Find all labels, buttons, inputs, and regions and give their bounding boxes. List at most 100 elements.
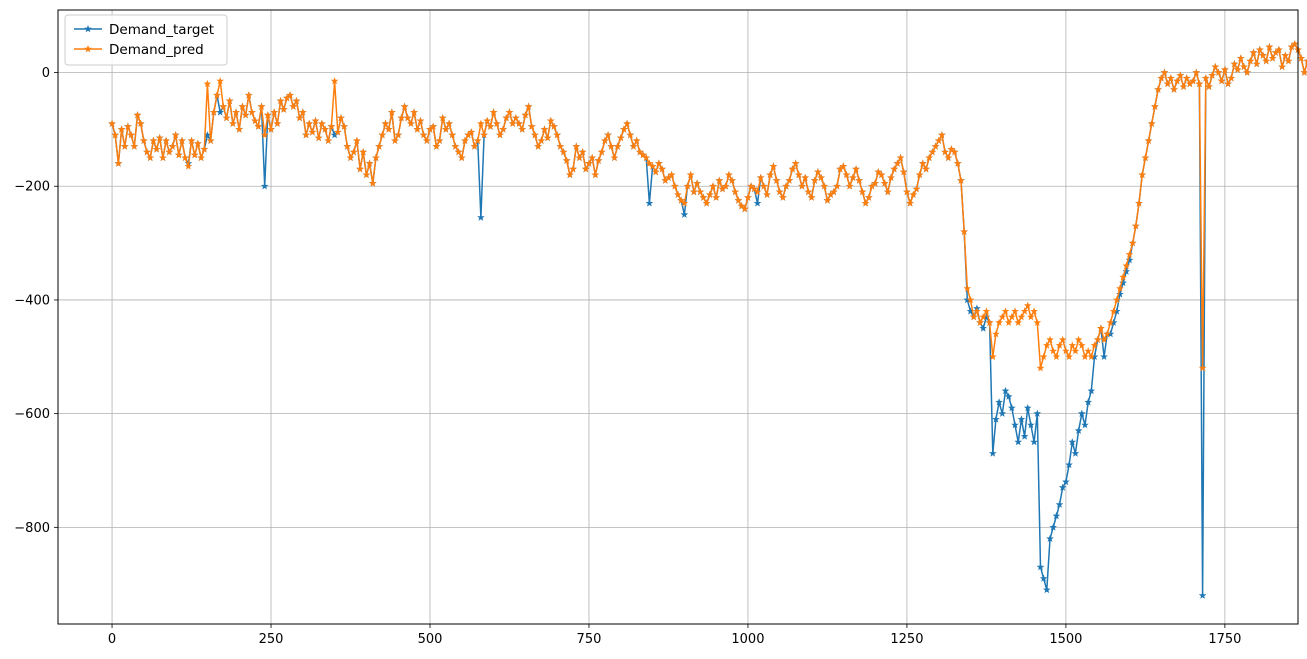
data-point [413, 125, 422, 133]
data-point [521, 111, 530, 119]
data-point [343, 142, 352, 150]
data-point [206, 136, 215, 144]
data-point [213, 91, 221, 99]
data-point [760, 182, 768, 190]
data-point [912, 185, 921, 193]
data-point [947, 145, 956, 153]
data-point [995, 398, 1003, 406]
data-point [1119, 273, 1127, 281]
data-point [1090, 352, 1099, 360]
data-point [1093, 335, 1102, 343]
data-point [1262, 57, 1270, 65]
data-point [957, 176, 965, 184]
data-point [1132, 222, 1140, 230]
data-point [973, 307, 981, 315]
data-point [378, 131, 387, 139]
data-point [1278, 62, 1286, 71]
data-point [267, 125, 275, 133]
data-point [318, 119, 326, 127]
data-point [1202, 74, 1210, 82]
data-point [270, 108, 278, 116]
data-point [779, 193, 787, 201]
data-point [365, 159, 374, 167]
data-point [992, 330, 1000, 338]
data-point [852, 165, 860, 173]
data-point [582, 165, 590, 173]
data-point [276, 97, 285, 105]
data-point [190, 151, 199, 159]
data-point [845, 182, 854, 190]
data-point [346, 153, 355, 162]
data-point [1173, 77, 1181, 85]
data-point [1027, 313, 1035, 321]
data-point [426, 125, 434, 133]
data-point [1125, 256, 1134, 264]
data-point [1189, 77, 1197, 85]
x-tick-label: 500 [418, 632, 443, 647]
data-point [1068, 341, 1077, 349]
data-point [597, 148, 606, 156]
data-point [858, 187, 867, 196]
x-tick-label: 0 [108, 632, 116, 647]
data-point [601, 136, 609, 144]
data-point [766, 170, 774, 179]
data-point [1097, 324, 1105, 332]
data-point [337, 114, 345, 122]
data-point [769, 162, 778, 170]
data-point [1265, 43, 1274, 51]
data-point [909, 190, 918, 198]
data-point [1036, 364, 1045, 372]
data-point [648, 162, 657, 170]
data-point [591, 170, 600, 179]
data-point [1068, 438, 1077, 446]
data-point [486, 122, 495, 130]
legend-item: Demand_target [74, 22, 214, 38]
data-point [1186, 79, 1194, 88]
data-point [1081, 421, 1089, 429]
data-point [795, 170, 803, 179]
data-point [830, 187, 838, 196]
data-point [944, 153, 953, 162]
data-point [130, 142, 139, 150]
data-point [1078, 409, 1086, 417]
data-point [744, 193, 752, 201]
data-point [1074, 426, 1083, 434]
data-point [728, 176, 736, 184]
data-point [1214, 68, 1223, 76]
data-point [585, 159, 593, 167]
data-point [833, 182, 841, 190]
data-point [969, 313, 978, 321]
data-point [747, 182, 755, 190]
data-point [709, 182, 717, 190]
data-point [496, 131, 504, 139]
data-point [162, 136, 170, 144]
data-point [1020, 307, 1029, 315]
legend-frame [64, 14, 228, 66]
data-point [1182, 74, 1191, 82]
data-point [1065, 352, 1073, 360]
data-point [181, 153, 189, 162]
data-point [397, 114, 406, 122]
data-point [718, 185, 727, 193]
data-point [419, 131, 428, 139]
data-point [998, 313, 1007, 321]
data-point [817, 173, 825, 181]
data-point [1119, 278, 1127, 287]
data-point [238, 102, 247, 110]
data-point [690, 187, 698, 196]
data-point [1211, 62, 1220, 71]
data-point [1163, 79, 1172, 88]
data-point [588, 153, 596, 162]
data-point [884, 187, 892, 196]
series-Demand_pred [108, 40, 1307, 372]
data-point [140, 136, 148, 144]
data-point [451, 142, 460, 150]
data-point [1052, 352, 1061, 360]
data-point [117, 125, 126, 133]
data-point [248, 108, 256, 116]
data-point [531, 131, 539, 139]
data-point [1043, 585, 1051, 594]
data-point [899, 168, 908, 176]
x-tick-label: 1000 [731, 632, 764, 647]
data-point [299, 108, 307, 116]
